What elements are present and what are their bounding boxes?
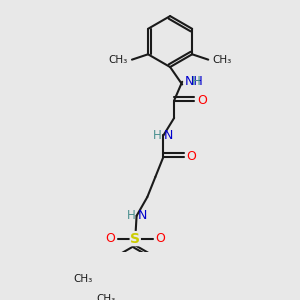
Text: O: O	[105, 232, 115, 245]
Text: H: H	[192, 75, 201, 88]
Text: H: H	[153, 129, 162, 142]
Text: NH: NH	[185, 75, 204, 88]
Text: O: O	[197, 94, 207, 107]
Text: CH₃: CH₃	[109, 55, 128, 64]
Text: CH₃: CH₃	[212, 55, 232, 64]
Text: O: O	[186, 150, 196, 163]
Text: S: S	[130, 232, 140, 246]
Text: N: N	[138, 209, 147, 222]
Text: N: N	[164, 129, 173, 142]
Text: O: O	[155, 232, 165, 245]
Text: CH₃: CH₃	[96, 294, 115, 300]
Text: CH₃: CH₃	[74, 274, 93, 284]
Text: H: H	[127, 209, 135, 222]
